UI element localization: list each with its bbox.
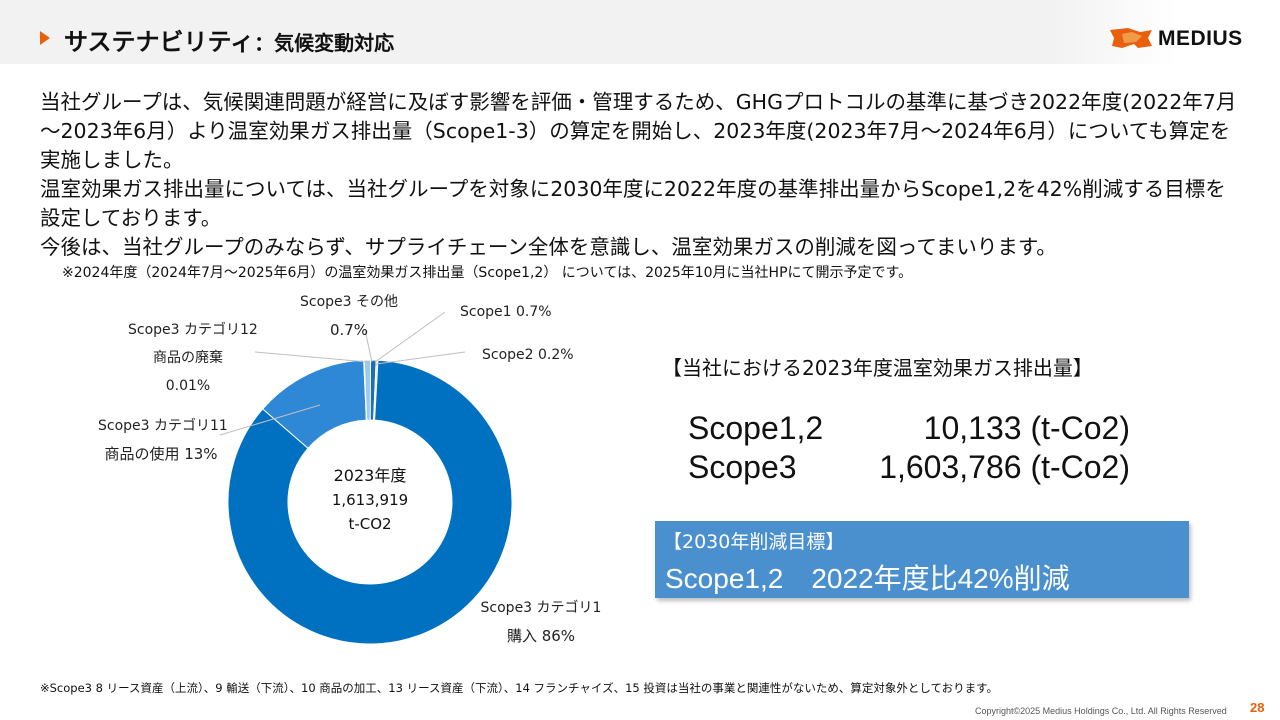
leader-line-1: [374, 311, 446, 363]
reduction-target-box: 【2030年削減目標】 Scope1,2 2022年度比42%削減: [655, 521, 1189, 598]
emissions-label: Scope3: [688, 449, 797, 485]
header-bar: [0, 0, 1280, 64]
logo-text: MEDIUS: [1158, 27, 1243, 50]
label-scope3-other-value: 0.7%: [329, 321, 369, 339]
label-cat1-name: Scope3 カテゴリ1: [480, 600, 602, 616]
label-cat11-value: 商品の使用 13%: [104, 445, 218, 463]
donut-slice-5: [363, 359, 371, 421]
emissions-donut-chart: [219, 311, 513, 645]
label-cat11-name: Scope3 カテゴリ11: [98, 418, 228, 434]
label-scope3-cat12: Scope3 カテゴリ12 商品の廃棄 0.01%: [128, 316, 258, 400]
intro-paragraph-3: 今後は、当社グループのみならず、サプライチェーン全体を意識し、温室効果ガスの削減…: [40, 235, 1057, 259]
donut-center-label: 2023年度 1,613,919 t-CO2: [300, 464, 440, 536]
label-scope3-other: Scope3 その他 0.7%: [300, 288, 398, 344]
page-title: サステナビリティ：気候変動対応: [64, 22, 394, 57]
emissions-value: 10,133 (t-Co2): [923, 410, 1130, 446]
center-total: 1,613,919: [331, 491, 409, 509]
intro-paragraph-2: 温室効果ガス排出量については、当社グループを対象に2030年度に2022年度の基…: [40, 177, 1226, 230]
copyright: Copyright©2025 Medius Holdings Co., Ltd.…: [975, 706, 1227, 716]
emissions-label: Scope1,2: [688, 410, 824, 446]
page-title-sub: ：気候変動対応: [254, 31, 395, 55]
page-title-main: サステナビリティ: [64, 28, 255, 56]
intro-paragraph-1: 当社グループは、気候関連問題が経営に及ぼす影響を評価・管理するため、GHGプロト…: [40, 90, 1237, 172]
emissions-value: 1,603,786 (t-Co2): [879, 449, 1130, 485]
leader-line-4: [219, 404, 321, 436]
target-text: Scope1,2 2022年度比42%削減: [665, 563, 1070, 594]
label-scope3-cat1: Scope3 カテゴリ1 購入 86%: [476, 594, 606, 650]
label-cat12-value: 0.01%: [165, 378, 211, 394]
label-scope3-other-name: Scope3 その他: [300, 294, 399, 310]
leader-line-2: [375, 351, 466, 365]
footnote: ※Scope3 8 リース資産（上流）、9 輸送（下流）、10 商品の加工、13…: [40, 681, 999, 695]
emissions-title: 【当社における2023年度温室効果ガス排出量】: [662, 356, 1093, 380]
label-cat12-name: Scope3 カテゴリ12: [128, 322, 258, 338]
label-cat1-value: 購入 86%: [506, 627, 576, 645]
label-scope2: Scope2 0.2%: [482, 347, 574, 363]
label-cat12-desc: 商品の廃棄: [153, 350, 223, 366]
center-year: 2023年度: [333, 466, 407, 485]
medius-logo-icon: [1110, 28, 1152, 48]
label-scope3-cat11: Scope3 カテゴリ11 商品の使用 13%: [98, 412, 228, 468]
title-arrow-icon: [40, 31, 50, 45]
emissions-row-scope12: Scope1,2 10,133 (t-Co2): [688, 410, 1130, 447]
leader-line-0: [364, 329, 373, 363]
page-number: 28: [1250, 700, 1265, 715]
emissions-row-scope3: Scope3 1,603,786 (t-Co2): [688, 449, 1130, 486]
disclosure-note: ※2024年度（2024年7月～2025年6月）の温室効果ガス排出量（Scope…: [62, 265, 913, 281]
label-scope1: Scope1 0.7%: [460, 304, 552, 320]
donut-slice-2: [227, 359, 513, 645]
leader-line-3: [254, 351, 369, 363]
target-heading: 【2030年削減目標】: [663, 531, 845, 553]
center-unit: t-CO2: [348, 515, 392, 533]
